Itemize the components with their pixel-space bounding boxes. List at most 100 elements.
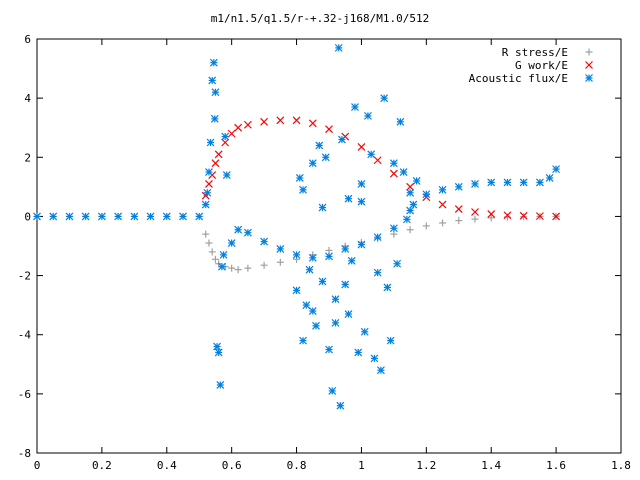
data-point: [292, 250, 301, 259]
legend-label: R stress/E: [502, 46, 568, 59]
data-point: [535, 212, 544, 221]
data-point: [211, 159, 220, 168]
data-point: [195, 212, 204, 221]
data-point: [210, 114, 219, 123]
data-point: [422, 190, 431, 199]
data-point: [315, 141, 324, 150]
data-point: [471, 208, 479, 216]
data-point: [276, 245, 285, 253]
data-point: [206, 138, 215, 147]
data-point: [243, 228, 252, 237]
data-point: [519, 178, 528, 187]
data-point: [243, 120, 252, 129]
data-point: [305, 265, 314, 274]
data-point: [519, 211, 528, 220]
data-point: [373, 156, 382, 165]
legend-label: G work/E: [515, 59, 568, 72]
data-point: [406, 206, 415, 215]
y-tick: 0: [24, 210, 621, 223]
data-point: [389, 169, 398, 178]
data-point: [203, 188, 212, 197]
axis-ticks: 0 0.2 0.4 0.6 0.8 1 1.2 1.4 1.6 1.8 -8 -6 -4 -2 0 2 4 6: [18, 33, 631, 472]
data-point: [146, 212, 155, 221]
data-point: [218, 262, 226, 271]
data-point: [373, 233, 382, 242]
y-tick-label: -2: [18, 270, 31, 283]
x-tick: 0.6: [222, 39, 242, 472]
data-point: [216, 381, 225, 389]
legend-marker: [585, 74, 593, 82]
data-point: [535, 178, 544, 187]
data-point: [221, 138, 230, 147]
x-tick-label: 0.4: [157, 459, 177, 472]
data-point: [213, 342, 221, 351]
data-point: [487, 178, 496, 187]
data-point: [341, 245, 350, 253]
legend-label: Acoustic flux/E: [469, 72, 568, 85]
data-point: [214, 348, 223, 357]
x-tick: 1.2: [416, 39, 436, 472]
data-point: [325, 246, 333, 254]
y-tick: -6: [18, 388, 621, 401]
data-point: [292, 286, 301, 295]
data-point: [65, 212, 74, 221]
x-tick: 0: [34, 39, 40, 472]
data-point: [503, 178, 512, 187]
data-point: [383, 283, 392, 292]
data-point: [338, 135, 346, 144]
y-tick: 4: [24, 92, 621, 105]
data-point: [454, 205, 463, 213]
chart-title: m1/n1.5/q1.5/r-+.32-j168/M1.0/512: [211, 12, 430, 25]
data-point: [318, 203, 327, 212]
data-point: [406, 226, 414, 234]
y-tick-label: 4: [24, 92, 31, 105]
data-point: [214, 150, 223, 159]
data-point: [276, 258, 284, 266]
data-point: [373, 268, 382, 277]
data-point: [409, 200, 418, 209]
data-point: [295, 174, 304, 182]
data-point: [390, 230, 398, 238]
y-tick-label: -4: [18, 329, 32, 342]
x-tick-label: 1.6: [546, 459, 566, 472]
data-point: [389, 224, 398, 233]
data-point: [552, 165, 561, 174]
data-point: [503, 211, 512, 220]
data-point: [380, 94, 389, 103]
data-point: [308, 307, 317, 315]
data-point: [422, 222, 430, 230]
data-point: [471, 215, 479, 223]
data-point: [545, 174, 554, 182]
data-point: [344, 310, 353, 318]
x-tick: 0.8: [287, 39, 306, 472]
data-point: [260, 261, 268, 269]
data-point: [234, 123, 243, 132]
data-point: [302, 301, 311, 310]
legend-entry: R stress/E: [502, 46, 593, 59]
data-point: [357, 143, 366, 151]
x-tick-label: 1: [358, 459, 365, 472]
data-point: [208, 248, 216, 256]
data-point: [376, 366, 385, 375]
data-point: [455, 217, 463, 225]
data-point: [471, 179, 479, 188]
data-point: [227, 129, 236, 138]
data-point: [331, 318, 340, 327]
data-point: [308, 119, 317, 128]
data-point: [234, 225, 243, 234]
data-point: [487, 214, 495, 222]
data-point: [222, 171, 231, 179]
data-point: [351, 103, 359, 111]
data-point: [97, 212, 106, 221]
series-1: [201, 116, 561, 221]
y-tick: -2: [18, 270, 621, 283]
legend-entry: G work/E: [515, 59, 593, 72]
data-point: [276, 116, 285, 125]
data-point: [344, 194, 353, 203]
data-point: [201, 200, 210, 209]
data-point: [292, 116, 301, 125]
x-tick-label: 1.4: [481, 459, 501, 472]
data-point: [49, 212, 58, 221]
